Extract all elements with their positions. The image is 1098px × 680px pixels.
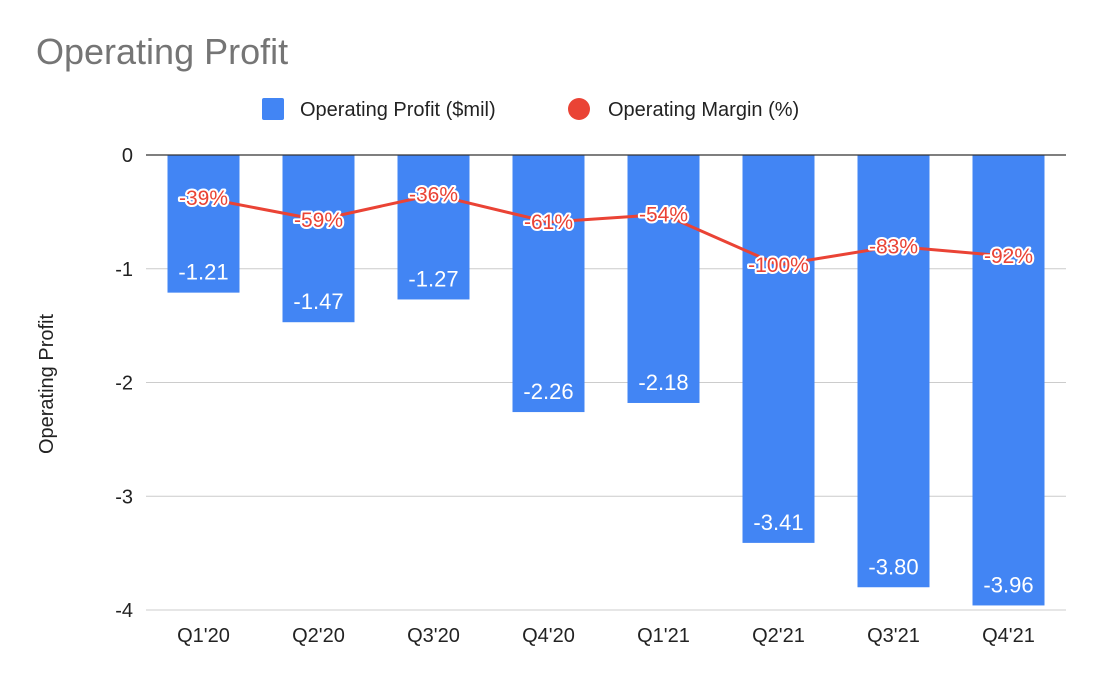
x-tick-label: Q1'20 (177, 625, 230, 647)
bar-value-label: -3.41 (753, 510, 803, 535)
margin-point[interactable] (890, 242, 897, 250)
bar[interactable] (972, 155, 1045, 606)
bar-value-label: -1.27 (408, 266, 458, 291)
x-tick-label: Q2'21 (752, 625, 805, 647)
legend-swatch-operating-margin (568, 98, 590, 120)
y-tick-label: -4 (115, 600, 133, 622)
chart-title: Operating Profit (36, 31, 288, 72)
bar[interactable] (512, 155, 585, 413)
margin-point[interactable] (1005, 252, 1012, 260)
legend-label-operating-profit: Operating Profit ($mil) (300, 99, 496, 121)
bar-data-labels: -1.21 -1.47 -1.27 -2.26 -2.18 -3.41 -3.80 -3.96 (178, 260, 1033, 598)
x-tick-label: Q2'20 (292, 625, 345, 647)
margin-line-series: -39% -59% -36% -61% -54% -100% -83% -92% (177, 182, 1035, 279)
bar-value-label: -1.21 (178, 260, 228, 285)
bar-value-label: -3.80 (868, 554, 918, 579)
bar[interactable] (627, 155, 700, 403)
margin-value-label: -39% (179, 187, 228, 210)
bar[interactable] (742, 155, 815, 543)
margin-point[interactable] (430, 191, 437, 199)
margin-value-label: -92% (984, 245, 1033, 268)
margin-value-label: -61% (524, 211, 573, 234)
margin-value-label: -36% (409, 184, 458, 207)
bar[interactable] (282, 155, 355, 323)
margin-value-label: -100% (748, 254, 809, 277)
legend-label-operating-margin: Operating Margin (%) (608, 99, 799, 121)
legend-swatch-operating-profit (262, 98, 284, 120)
y-tick-label: 0 (122, 145, 133, 167)
x-tick-label: Q3'20 (407, 625, 460, 647)
y-tick-label: -1 (115, 259, 133, 281)
bar-value-label: -2.26 (523, 379, 573, 404)
y-tick-label: -2 (115, 373, 133, 395)
bar-value-label: -3.96 (983, 572, 1033, 597)
margin-point[interactable] (660, 210, 667, 218)
y-axis-ticks: 0 -1 -2 -3 -4 (115, 145, 133, 622)
legend-item-operating-profit[interactable]: Operating Profit ($mil) (262, 98, 496, 121)
legend: Operating Profit ($mil) Operating Margin… (262, 98, 799, 121)
x-tick-label: Q3'21 (867, 625, 920, 647)
margin-line (203, 193, 1009, 267)
bar[interactable] (857, 155, 930, 588)
x-tick-label: Q1'21 (637, 625, 690, 647)
bar[interactable] (397, 155, 470, 300)
y-axis-label: Operating Profit (36, 314, 58, 455)
margin-value-label: -83% (869, 235, 918, 258)
bar-value-label: -1.47 (293, 289, 343, 314)
bar[interactable] (167, 155, 240, 293)
margin-point[interactable] (545, 218, 552, 226)
margin-value-label: -54% (639, 203, 688, 226)
x-tick-label: Q4'20 (522, 625, 575, 647)
y-tick-label: -3 (115, 486, 133, 508)
margin-point[interactable] (200, 194, 207, 202)
x-axis-ticks: Q1'20 Q2'20 Q3'20 Q4'20 Q1'21 Q2'21 Q3'21 Q4'21 (177, 625, 1035, 647)
bar-series (167, 155, 1045, 606)
margin-point[interactable] (315, 216, 322, 224)
margin-value-label: -59% (294, 209, 343, 232)
margin-point[interactable] (775, 261, 782, 269)
x-tick-label: Q4'21 (982, 625, 1035, 647)
legend-item-operating-margin[interactable]: Operating Margin (%) (568, 98, 799, 121)
bar-value-label: -2.18 (638, 370, 688, 395)
